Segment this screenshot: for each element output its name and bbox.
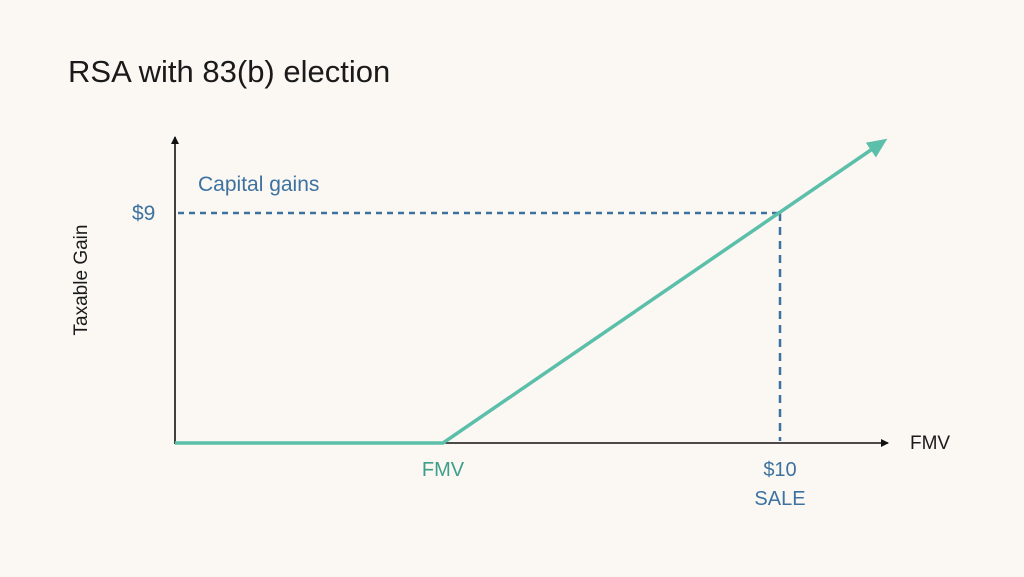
sale-label: SALE — [754, 488, 806, 510]
fmv-marker-label: FMV — [421, 459, 465, 481]
capital-gains-label: Capital gains — [198, 173, 320, 196]
x-axis-label: FMV — [910, 433, 951, 454]
sale-price-label: $10 — [763, 459, 797, 481]
payoff-line — [175, 138, 888, 445]
diagram-title: RSA with 83(b) election — [68, 54, 391, 89]
y-marker-label: $9 — [132, 202, 156, 225]
